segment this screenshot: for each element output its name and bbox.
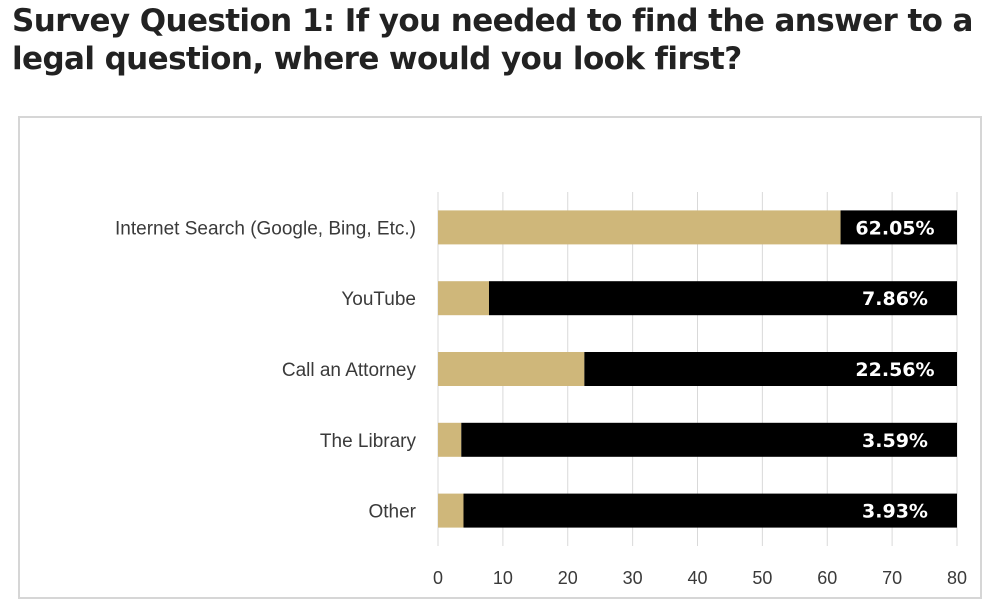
bar-value — [438, 493, 464, 528]
bar-remainder — [584, 352, 957, 386]
bar-remainder — [840, 210, 957, 245]
data-label: 7.86% — [862, 288, 928, 310]
x-tick-label: 10 — [493, 568, 513, 588]
x-tick-label: 80 — [947, 568, 967, 588]
category-label: YouTube — [341, 289, 416, 310]
x-tick-label: 50 — [752, 568, 772, 588]
bar-value — [438, 210, 841, 245]
category-label: Call an Attorney — [282, 360, 417, 381]
page-title: Survey Question 1: If you needed to find… — [12, 3, 973, 77]
category-labels: Internet Search (Google, Bing, Etc.) YouT… — [115, 218, 417, 522]
bar-remainder — [461, 422, 957, 457]
category-label: Internet Search (Google, Bing, Etc.) — [115, 218, 416, 239]
data-labels: 62.05% 7.86% 22.56% 3.59% 3.93% — [855, 217, 934, 522]
x-tick-label: 30 — [623, 568, 643, 588]
x-tick-label: 70 — [882, 568, 902, 588]
bar-value — [438, 281, 489, 316]
data-label: 3.59% — [862, 430, 928, 452]
x-tick-labels: 0 10 20 30 40 50 60 70 80 — [433, 568, 967, 588]
x-tick-label: 40 — [687, 568, 707, 588]
category-label: The Library — [320, 431, 417, 452]
bar-remainder — [488, 281, 957, 316]
x-tick-label: 20 — [558, 568, 578, 588]
data-label: 22.56% — [855, 359, 934, 381]
bar-remainder — [463, 493, 957, 528]
bar-value — [438, 352, 585, 386]
data-label: 3.93% — [862, 501, 928, 523]
bar-value — [438, 422, 462, 457]
data-label: 62.05% — [855, 217, 934, 239]
x-tick-label: 0 — [433, 568, 443, 588]
x-tick-label: 60 — [817, 568, 837, 588]
bars — [438, 210, 957, 528]
category-label: Other — [368, 502, 416, 523]
